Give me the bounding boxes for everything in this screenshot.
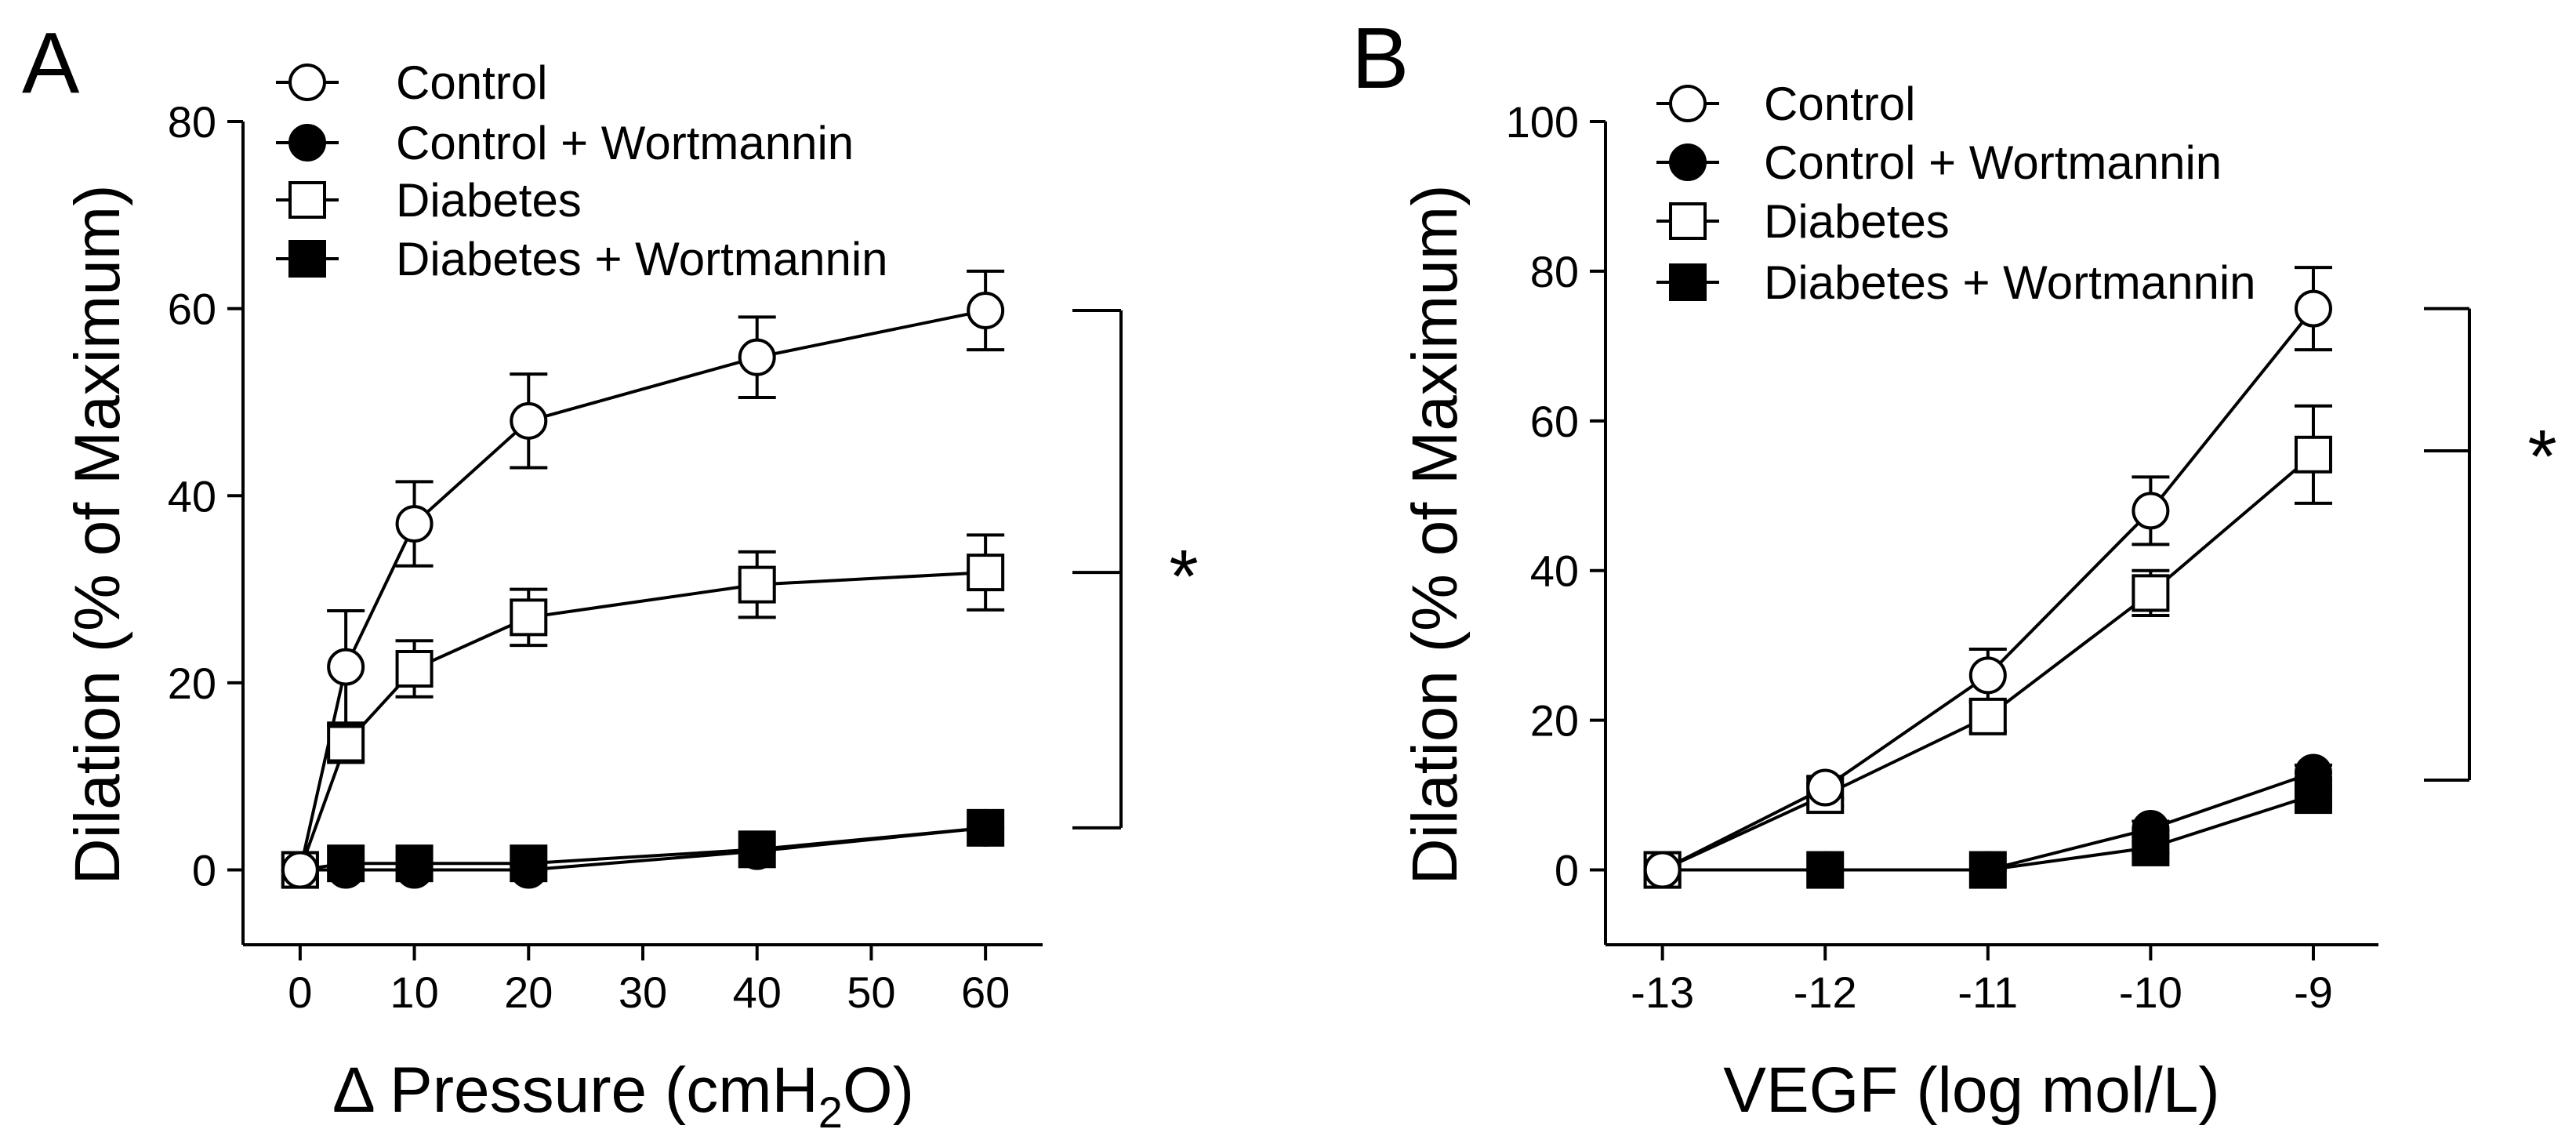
panel-a-x-axis-label: Δ Pressure (cmH2O) [332, 1055, 914, 1137]
panel-b-legend-label: Diabetes [1764, 195, 1950, 248]
panel-a-data-point [510, 401, 548, 440]
panel-b-data-point [1968, 656, 2007, 695]
panel-a-legend-marker [288, 240, 326, 278]
panel-a-legend-label: Diabetes [396, 174, 582, 227]
panel-b-series-line [1661, 307, 2315, 872]
panel-a-x-tick-label: 50 [847, 968, 895, 1017]
panel-b-data-point [1806, 768, 1845, 807]
panel-a-data-point [327, 724, 365, 763]
panel-a-chart: 0 20 40 60 80 0 10 20 30 40 50 60 * Control Control + … [168, 56, 1199, 1017]
panel-a-data-point [967, 554, 1005, 592]
panel-a-legend-item: Diabetes [276, 174, 582, 227]
panel-a-legend-item: Diabetes + Wortmannin [276, 233, 888, 285]
panel-b-data-point [2132, 828, 2170, 866]
panel-a-legend-label: Control + Wortmannin [396, 117, 854, 169]
panel-b-data-point [2294, 776, 2332, 815]
panel-b-legend-marker [1669, 263, 1707, 301]
panel-a-y-tick-label: 20 [168, 659, 216, 708]
panel-a-data-point [327, 648, 365, 686]
panel-b-y-tick-label: 0 [1555, 846, 1579, 895]
panel-a-data-point [510, 598, 548, 637]
panel-a-legend-marker [288, 181, 326, 219]
panel-b-data-point [1806, 851, 1845, 889]
panel-a-data-point [395, 650, 434, 688]
panel-a-x-tick-label: 40 [733, 968, 782, 1017]
panel-a-data-point [395, 505, 434, 543]
panel-a-x-tick-label: 20 [504, 968, 553, 1017]
panel-a-data-point [738, 565, 776, 604]
panel-a-data-point [510, 844, 548, 883]
panel-a-x-tick-label: 30 [619, 968, 667, 1017]
panel-b-data-point [2132, 574, 2170, 612]
panel-b-data-point [1643, 851, 1682, 889]
panel-a-y-tick-label: 60 [168, 285, 216, 334]
panel-b-legend-item: Diabetes + Wortmannin [1656, 256, 2256, 309]
panel-a-label: A [22, 15, 80, 111]
panel-a-data-point [738, 830, 776, 869]
panel-a-legend-label: Control [396, 56, 547, 109]
panel-b-data-point [2294, 435, 2332, 474]
panel-a-x-tick-label: 60 [961, 968, 1010, 1017]
panel-b-y-tick-label: 80 [1530, 247, 1579, 296]
panel-a-x-axis-label-main: Δ Pressure (cmH [332, 1055, 818, 1126]
panel-a-legend-item: Control [276, 56, 547, 109]
panel-b-label: B [1351, 10, 1409, 107]
panel-b-legend-item: Diabetes [1656, 195, 1950, 248]
panel-b-data-point [1968, 697, 2007, 735]
panel-b-data-point [2132, 492, 2170, 530]
panel-a-x-axis-label-end: O) [843, 1055, 914, 1126]
panel-b-y-tick-label: 60 [1530, 397, 1579, 446]
panel-a-y-axis-label: Dilation (% of Maximum) [62, 184, 133, 884]
panel-b-y-axis-label: Dilation (% of Maximum) [1399, 184, 1471, 884]
panel-b-x-tick-label: -9 [2294, 968, 2333, 1017]
panel-b-data-point [2294, 289, 2332, 328]
panel-b-chart: 0 20 40 60 80 100 -13 -12 -11 -10 -9 * Control Contro… [1506, 78, 2557, 1017]
panel-a-data-point [395, 844, 434, 883]
panel-a-legend-marker [288, 64, 326, 101]
panel-a-x-axis-label-subscript: 2 [818, 1087, 843, 1137]
panel-a-series-line [298, 571, 986, 871]
panel-b-y-tick-label: 100 [1506, 97, 1579, 147]
panel-a-series-line [298, 309, 986, 870]
panel-a-y-tick-label: 0 [192, 846, 216, 895]
panel-b-legend-item: Control [1656, 78, 1915, 130]
panel-a-data-point [327, 844, 365, 883]
panel-b-data-point [1968, 851, 2007, 889]
panel-a-y-tick-label: 40 [168, 471, 216, 521]
panel-a-data-point [281, 851, 319, 889]
panel-b-significance-star: * [2527, 415, 2556, 499]
panel-b-x-axis-label: VEGF (log mol/L) [1723, 1055, 2219, 1126]
panel-b-legend-item: Control + Wortmannin [1656, 136, 2222, 189]
panel-b-legend-label: Control [1764, 78, 1915, 130]
panel-b-legend-label: Control + Wortmannin [1764, 136, 2222, 189]
panel-a-significance-star: * [1169, 535, 1198, 619]
panel-b-legend-marker [1669, 202, 1707, 240]
panel-a-y-tick-label: 80 [168, 97, 216, 147]
panel-b-x-tick-label: -11 [1957, 968, 2018, 1017]
panel-a-x-tick-label: 0 [288, 968, 312, 1017]
panel-b-y-tick-label: 20 [1530, 696, 1579, 746]
panel-a-data-point [738, 338, 776, 376]
panel-a-legend-marker [288, 124, 326, 162]
panel-b-legend-marker [1669, 143, 1707, 181]
panel-a-data-point [967, 292, 1005, 330]
panel-b-legend-label: Diabetes + Wortmannin [1764, 256, 2256, 309]
panel-b-x-tick-label: -12 [1794, 968, 1857, 1017]
panel-a-x-tick-label: 10 [390, 968, 438, 1017]
panel-b-x-tick-label: -13 [1631, 968, 1694, 1017]
panel-a-legend-label: Diabetes + Wortmannin [396, 233, 888, 285]
panel-b-legend-marker [1669, 85, 1707, 122]
panel-a-legend-item: Control + Wortmannin [276, 117, 854, 169]
panel-b-x-tick-label: -10 [2119, 968, 2182, 1017]
panel-a-data-point [967, 808, 1005, 847]
panel-b-y-tick-label: 40 [1530, 546, 1579, 596]
